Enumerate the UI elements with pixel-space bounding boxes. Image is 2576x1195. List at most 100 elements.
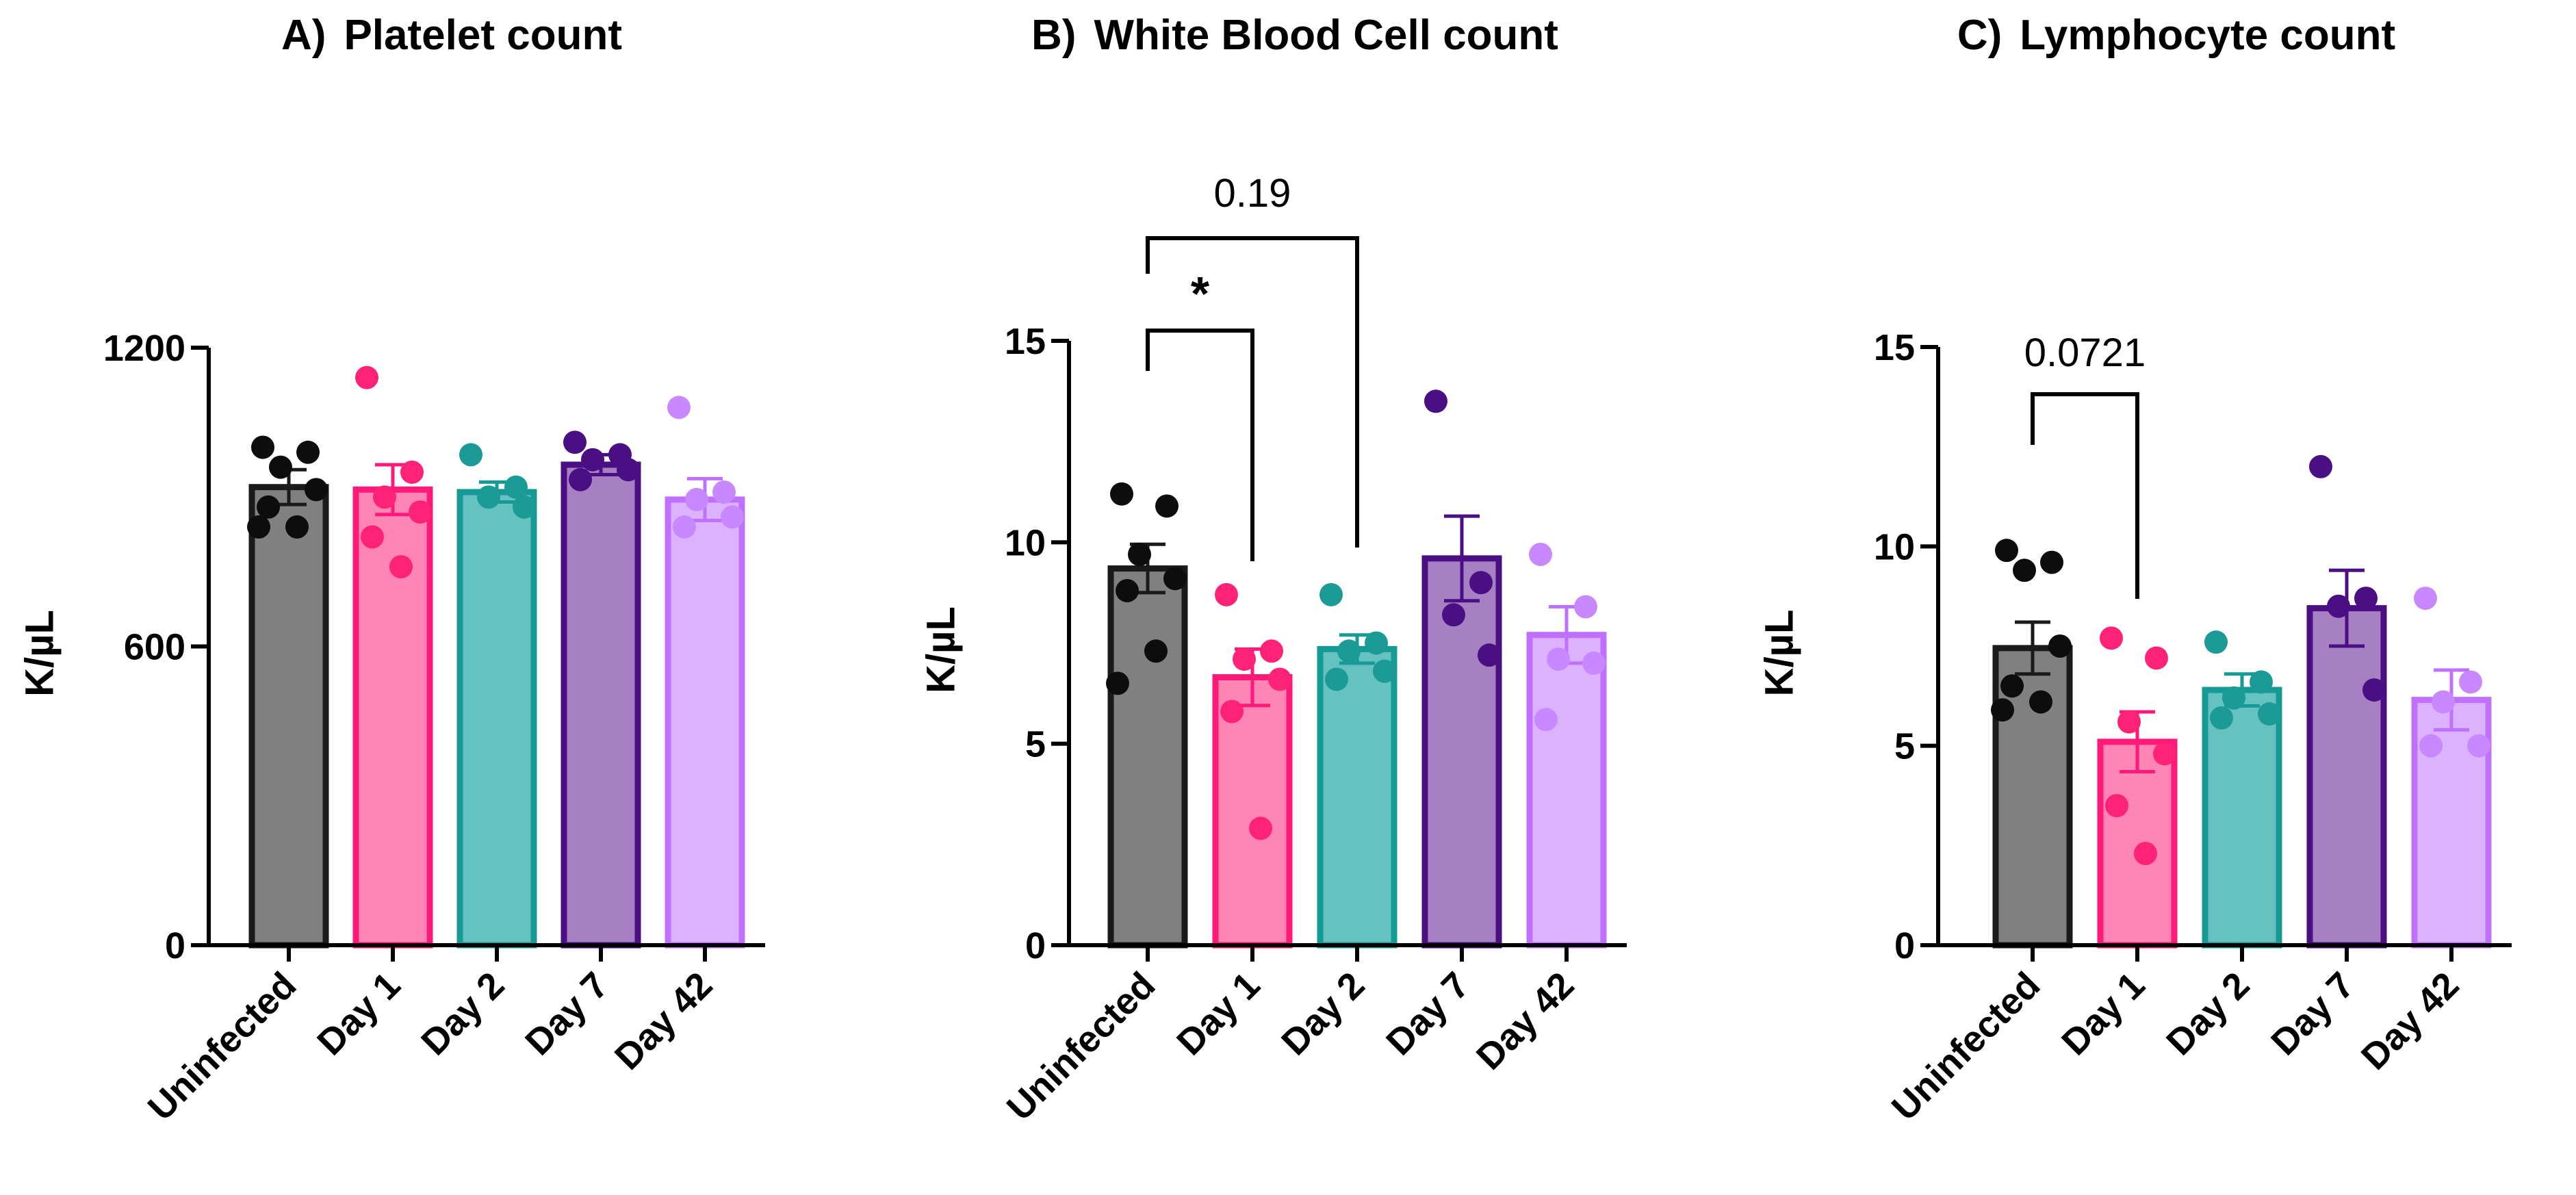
data-point: [1582, 651, 1606, 675]
data-point: [569, 467, 592, 491]
y-tick-label: 15: [1874, 327, 1915, 368]
data-point: [2362, 678, 2386, 702]
x-tick-label: Day 1: [1169, 964, 1267, 1063]
data-point: [361, 525, 384, 549]
data-point: [2258, 702, 2281, 726]
data-point: [581, 448, 604, 472]
data-point: [1337, 639, 1361, 663]
data-point: [373, 485, 396, 509]
x-tick-label: Day 7: [1378, 964, 1477, 1063]
bar-4: [561, 461, 641, 949]
data-point: [504, 475, 528, 499]
data-point: [1325, 667, 1348, 691]
data-point: [1155, 494, 1178, 518]
data-point: [1233, 647, 1256, 671]
data-point: [2459, 670, 2482, 694]
y-tick-label: 600: [124, 627, 185, 668]
data-point: [2414, 587, 2437, 611]
y-tick-label: 5: [1894, 726, 1915, 767]
data-point: [1106, 671, 1129, 695]
data-point: [2222, 686, 2245, 710]
data-point: [2250, 670, 2273, 694]
bar-3: [456, 489, 537, 949]
data-point: [2204, 630, 2228, 654]
x-tick-label: Day 42: [2354, 964, 2467, 1078]
data-point: [2327, 594, 2350, 618]
y-tick-label: 5: [1025, 724, 1046, 765]
data-point: [721, 505, 744, 529]
data-point: [1365, 631, 1388, 655]
title-text: White Blood Cell count: [1094, 12, 1558, 59]
title-text: Platelet count: [344, 12, 622, 59]
significance-bracket-1: [2031, 392, 2139, 599]
data-point: [2432, 690, 2455, 714]
chart-title: B) White Blood Cell count: [1031, 12, 1558, 59]
y-tick-label: 10: [1874, 526, 1915, 567]
data-point: [2000, 674, 2024, 698]
data-point: [1991, 698, 2014, 722]
chart-title: A) Platelet count: [281, 12, 622, 59]
data-point: [1128, 542, 1151, 566]
data-point: [1249, 817, 1272, 840]
bar-3: [1317, 645, 1398, 949]
chart-title: C) Lymphocyte count: [1957, 12, 2395, 59]
y-axis-label: K/µL: [919, 606, 964, 693]
data-point: [285, 515, 309, 539]
data-point: [1260, 639, 1283, 663]
chart-panel-2: B) White Blood Cell count K/µL 0 5 10 15 Uninfe…: [919, 12, 1627, 1129]
panel-label: A): [281, 12, 326, 59]
data-point: [1163, 567, 1187, 591]
x-tick-label: Uninfected: [1884, 964, 2048, 1129]
data-point: [355, 365, 378, 389]
significance-bracket-2: [1146, 236, 1359, 548]
data-point: [673, 515, 696, 539]
data-point: [2105, 794, 2128, 818]
data-point: [1995, 539, 2018, 563]
data-point: [563, 431, 587, 454]
data-point: [1144, 639, 1168, 663]
data-point: [296, 440, 320, 464]
x-tick-label: Uninfected: [140, 964, 305, 1129]
data-point: [617, 458, 640, 482]
data-point: [257, 495, 280, 519]
y-axis-label: K/µL: [18, 610, 62, 697]
bar-1: [248, 484, 329, 949]
data-point: [1373, 659, 1396, 683]
data-point: [269, 455, 292, 479]
data-point: [667, 396, 691, 420]
data-point: [251, 435, 274, 459]
bar-1: [1107, 565, 1188, 949]
bar-2: [352, 486, 433, 949]
significance-bracket-1: [1146, 329, 1254, 561]
data-point: [1220, 699, 1244, 723]
data-point: [2419, 734, 2443, 758]
x-tick-label: Day 42: [1469, 964, 1582, 1078]
data-point: [1534, 708, 1558, 732]
x-tick-label: Day 2: [1274, 964, 1372, 1063]
significance-label: 0.19: [1214, 171, 1291, 216]
bar-4: [2306, 605, 2387, 949]
data-point: [247, 515, 270, 539]
title-text: Lymphocyte count: [2020, 12, 2395, 59]
x-tick-label: Day 7: [517, 964, 616, 1063]
significance-label: *: [1191, 267, 1210, 320]
data-point: [2354, 587, 2378, 611]
bar-2: [2097, 738, 2178, 949]
x-tick-label: Day 2: [2159, 964, 2257, 1063]
y-tick-label: 15: [1005, 321, 1046, 362]
y-tick-label: 10: [1005, 522, 1046, 563]
data-point: [2048, 634, 2072, 658]
data-point: [2134, 841, 2157, 865]
y-tick-label: 1200: [103, 328, 185, 369]
panel-label: B): [1031, 12, 1076, 59]
data-point: [1442, 603, 1465, 627]
data-point: [2100, 626, 2123, 650]
y-tick-label: 0: [1025, 925, 1046, 966]
x-tick-label: Day 7: [2263, 964, 2362, 1063]
data-point: [1529, 542, 1552, 566]
data-point: [513, 495, 536, 519]
data-point: [1319, 582, 1343, 606]
data-point: [477, 485, 500, 509]
